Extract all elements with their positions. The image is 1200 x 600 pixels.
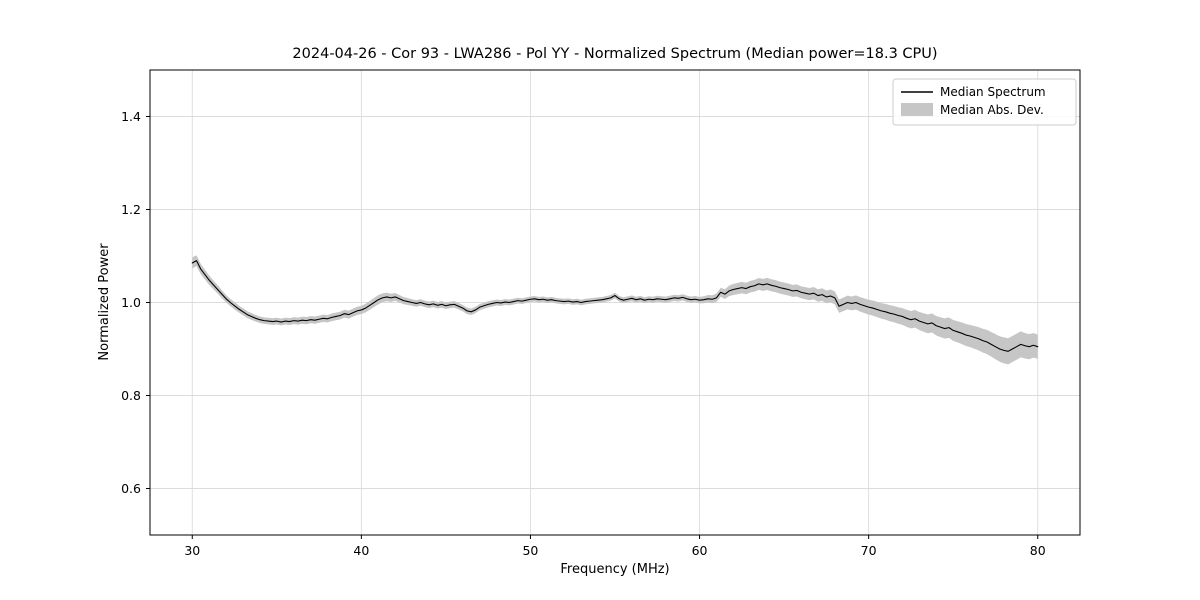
- svg-text:30: 30: [184, 543, 200, 558]
- x-axis-label: Frequency (MHz): [560, 562, 669, 577]
- svg-text:1.0: 1.0: [121, 295, 141, 310]
- svg-text:80: 80: [1030, 543, 1046, 558]
- legend-label-median-spectrum: Median Spectrum: [940, 85, 1046, 99]
- legend-label-mad: Median Abs. Dev.: [940, 103, 1044, 117]
- svg-text:0.8: 0.8: [121, 388, 141, 403]
- y-axis-ticks: 0.6 0.8 1.0 1.2 1.4: [121, 109, 150, 496]
- svg-text:40: 40: [353, 543, 369, 558]
- chart-title: 2024-04-26 - Cor 93 - LWA286 - Pol YY - …: [292, 46, 937, 62]
- svg-text:60: 60: [692, 543, 708, 558]
- x-axis-ticks: 30 40 50 60 70 80: [184, 535, 1046, 558]
- legend-patch-sample: [901, 103, 933, 116]
- svg-text:50: 50: [522, 543, 538, 558]
- svg-text:1.4: 1.4: [121, 109, 141, 124]
- legend-box: [892, 78, 1077, 126]
- mad-band: [192, 255, 1038, 365]
- svg-text:70: 70: [861, 543, 877, 558]
- svg-text:1.2: 1.2: [121, 202, 141, 217]
- y-axis-label: Normalized Power: [97, 243, 112, 361]
- legend: Median Spectrum Median Abs. Dev.: [892, 78, 1077, 126]
- median-spectrum-line: [191, 260, 1039, 352]
- svg-text:0.6: 0.6: [121, 481, 141, 496]
- gridlines: [150, 70, 1080, 535]
